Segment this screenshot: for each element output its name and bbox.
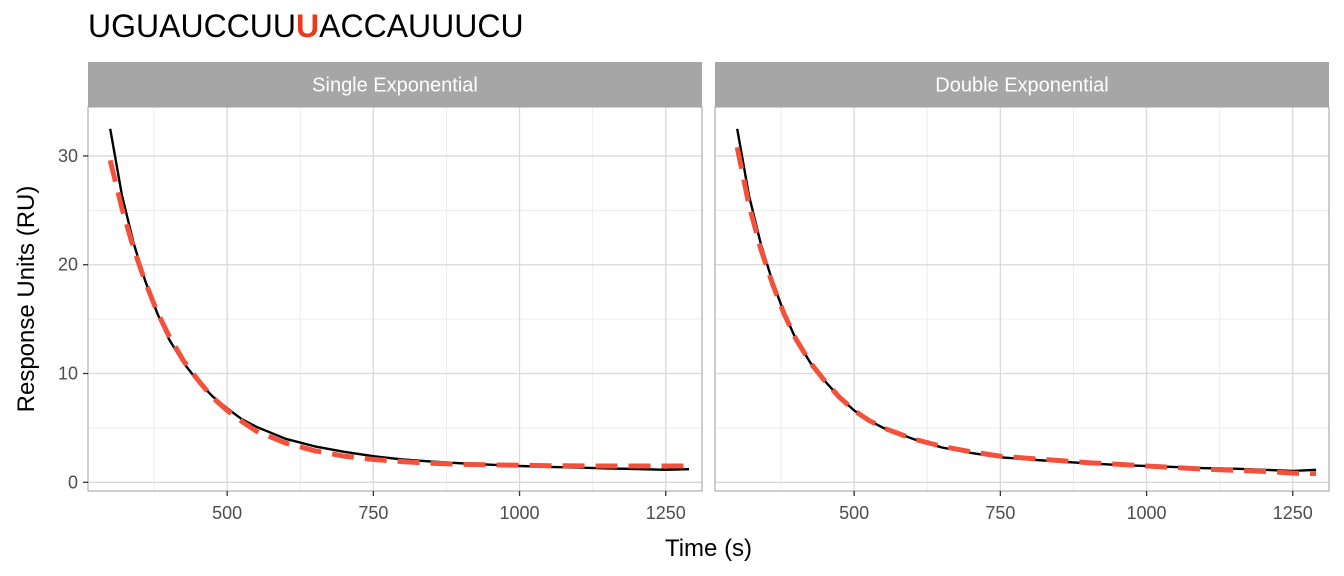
panel-1: Single Exponential 500 750 1000 1250 0 10 20 30: [58, 62, 703, 523]
chart-title: UGUAUCCUUUACCAUUUCU: [88, 8, 524, 45]
x-tick-label: 750: [358, 503, 388, 523]
title-after: ACCAUUUCU: [319, 8, 524, 44]
y-tick-label: 0: [68, 472, 78, 492]
fit-line-dashed: [107, 159, 690, 469]
x-tick-label: 1250: [646, 503, 686, 523]
x-tick-label: 1000: [1127, 503, 1167, 523]
facet-strip: [88, 62, 702, 107]
title-highlight: U: [296, 8, 320, 44]
facet-strip-label: Single Exponential: [312, 75, 478, 97]
panel-background: [715, 107, 1329, 491]
x-axis-title: Time (s): [665, 535, 752, 562]
x-tick-label: 1000: [500, 503, 540, 523]
facet-strip-label: Double Exponential: [935, 75, 1108, 97]
y-tick-label: 20: [58, 255, 78, 275]
x-tick-label: 500: [212, 503, 242, 523]
y-axis-title: Response Units (RU): [13, 186, 40, 413]
title-before: UGUAUCCUU: [88, 8, 296, 44]
panel-2: Double Exponential 500 750 1000 1250: [714, 62, 1330, 523]
x-tick-label: 750: [985, 503, 1015, 523]
y-tick-label: 30: [58, 146, 78, 166]
facet-strip: [715, 62, 1329, 107]
y-tick-label: 10: [58, 364, 78, 384]
fit-line-dashed: [734, 146, 1317, 477]
x-tick-label: 500: [839, 503, 869, 523]
x-tick-label: 1250: [1273, 503, 1313, 523]
panel-background: [88, 107, 702, 491]
